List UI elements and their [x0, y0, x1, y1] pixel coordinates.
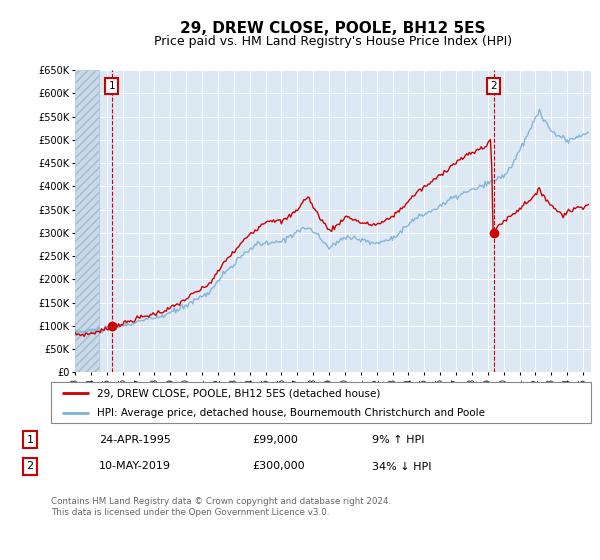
Text: Price paid vs. HM Land Registry's House Price Index (HPI): Price paid vs. HM Land Registry's House … [154, 35, 512, 48]
Text: £300,000: £300,000 [252, 461, 305, 472]
Text: 2: 2 [26, 461, 34, 472]
Text: 29, DREW CLOSE, POOLE, BH12 5ES: 29, DREW CLOSE, POOLE, BH12 5ES [180, 21, 486, 36]
Text: Contains HM Land Registry data © Crown copyright and database right 2024.
This d: Contains HM Land Registry data © Crown c… [51, 497, 391, 517]
Text: HPI: Average price, detached house, Bournemouth Christchurch and Poole: HPI: Average price, detached house, Bour… [97, 408, 485, 418]
Text: 24-APR-1995: 24-APR-1995 [99, 435, 171, 445]
Text: 1: 1 [26, 435, 34, 445]
Bar [75, 70, 99, 372]
Text: £99,000: £99,000 [252, 435, 298, 445]
Text: 34% ↓ HPI: 34% ↓ HPI [372, 461, 431, 472]
Text: 10-MAY-2019: 10-MAY-2019 [99, 461, 171, 472]
Text: 29, DREW CLOSE, POOLE, BH12 5ES (detached house): 29, DREW CLOSE, POOLE, BH12 5ES (detache… [97, 389, 380, 398]
Text: 9% ↑ HPI: 9% ↑ HPI [372, 435, 425, 445]
Text: 1: 1 [109, 81, 115, 91]
Text: 2: 2 [490, 81, 497, 91]
